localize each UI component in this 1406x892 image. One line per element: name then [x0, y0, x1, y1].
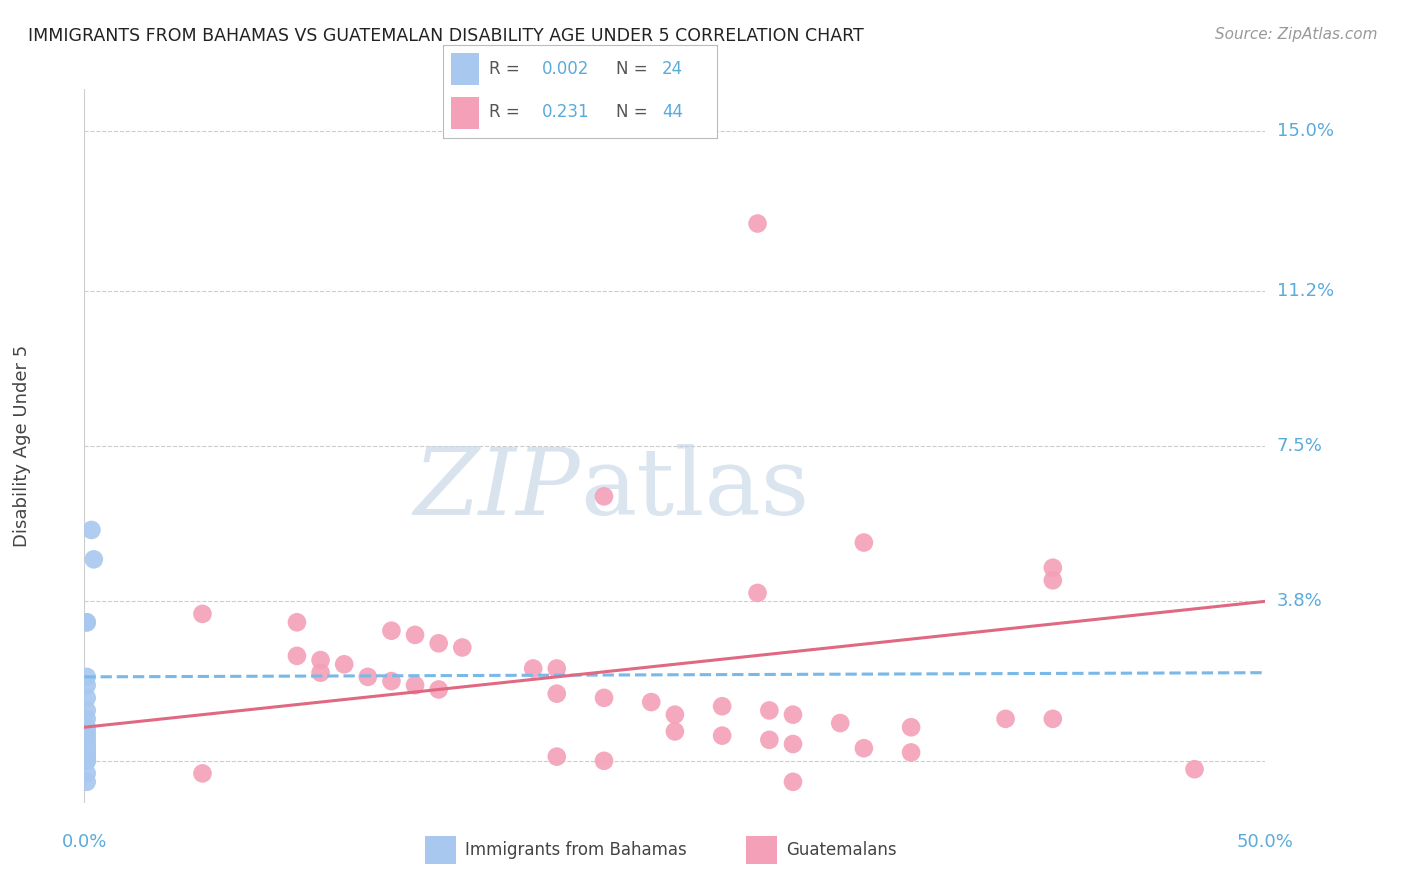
Text: Disability Age Under 5: Disability Age Under 5 [13, 345, 31, 547]
Point [593, 754, 616, 768]
Text: 0.002: 0.002 [541, 60, 589, 78]
Text: 11.2%: 11.2% [1277, 282, 1334, 300]
Point [76, 754, 98, 768]
Bar [747, 836, 778, 863]
Point [758, 703, 780, 717]
Point [76, 732, 98, 747]
Point [711, 729, 734, 743]
Point [76, 737, 98, 751]
Point [76, 724, 98, 739]
Point [782, 774, 804, 789]
Point [76, 615, 98, 630]
Point [830, 716, 852, 731]
Point [640, 695, 662, 709]
Text: N =: N = [616, 60, 652, 78]
Point [380, 624, 402, 638]
Point [76, 746, 98, 760]
Point [546, 749, 568, 764]
Point [782, 707, 804, 722]
Point [522, 661, 544, 675]
Point [309, 653, 332, 667]
Point [76, 729, 98, 743]
Point [593, 489, 616, 503]
Bar [425, 836, 456, 863]
Point [80, 523, 103, 537]
Point [76, 749, 98, 764]
Point [76, 749, 98, 764]
Point [1042, 712, 1064, 726]
Point [546, 687, 568, 701]
Text: 44: 44 [662, 103, 683, 121]
Text: R =: R = [489, 60, 526, 78]
Point [546, 661, 568, 675]
Point [76, 766, 98, 780]
Point [747, 586, 769, 600]
Point [451, 640, 474, 655]
Point [309, 665, 332, 680]
Text: IMMIGRANTS FROM BAHAMAS VS GUATEMALAN DISABILITY AGE UNDER 5 CORRELATION CHART: IMMIGRANTS FROM BAHAMAS VS GUATEMALAN DI… [28, 27, 863, 45]
Text: atlas: atlas [581, 444, 810, 533]
Point [76, 703, 98, 717]
Point [76, 754, 98, 768]
Point [747, 217, 769, 231]
Bar [451, 97, 478, 129]
Text: 15.0%: 15.0% [1277, 122, 1333, 140]
Text: N =: N = [616, 103, 652, 121]
Point [758, 732, 780, 747]
Point [76, 774, 98, 789]
Point [76, 712, 98, 726]
Point [191, 766, 214, 780]
Point [285, 648, 308, 663]
Point [852, 535, 875, 549]
Point [76, 720, 98, 734]
Bar [451, 53, 478, 85]
Text: 0.0%: 0.0% [62, 833, 107, 851]
Point [994, 712, 1017, 726]
Point [1042, 560, 1064, 574]
Point [83, 552, 105, 566]
Point [404, 678, 426, 692]
Text: Immigrants from Bahamas: Immigrants from Bahamas [465, 840, 686, 859]
Text: 50.0%: 50.0% [1237, 833, 1294, 851]
Point [76, 690, 98, 705]
Point [357, 670, 380, 684]
Point [380, 674, 402, 689]
Text: Source: ZipAtlas.com: Source: ZipAtlas.com [1215, 27, 1378, 42]
Point [76, 678, 98, 692]
Text: ZIP: ZIP [413, 444, 581, 533]
Point [664, 707, 686, 722]
Point [852, 741, 875, 756]
Point [191, 607, 214, 621]
Point [711, 699, 734, 714]
Point [593, 690, 616, 705]
Point [333, 657, 356, 672]
Point [782, 737, 804, 751]
Point [285, 615, 308, 630]
Text: 3.8%: 3.8% [1277, 592, 1322, 610]
Point [76, 670, 98, 684]
Text: 7.5%: 7.5% [1277, 437, 1323, 455]
Point [900, 720, 922, 734]
Point [76, 741, 98, 756]
Point [76, 615, 98, 630]
Point [900, 746, 922, 760]
Point [664, 724, 686, 739]
Point [1042, 574, 1064, 588]
Point [76, 737, 98, 751]
Point [404, 628, 426, 642]
Text: R =: R = [489, 103, 526, 121]
Text: 24: 24 [662, 60, 683, 78]
Point [76, 746, 98, 760]
Point [427, 636, 450, 650]
Point [1184, 762, 1206, 776]
Text: 0.231: 0.231 [541, 103, 589, 121]
Text: Guatemalans: Guatemalans [786, 840, 897, 859]
Point [427, 682, 450, 697]
